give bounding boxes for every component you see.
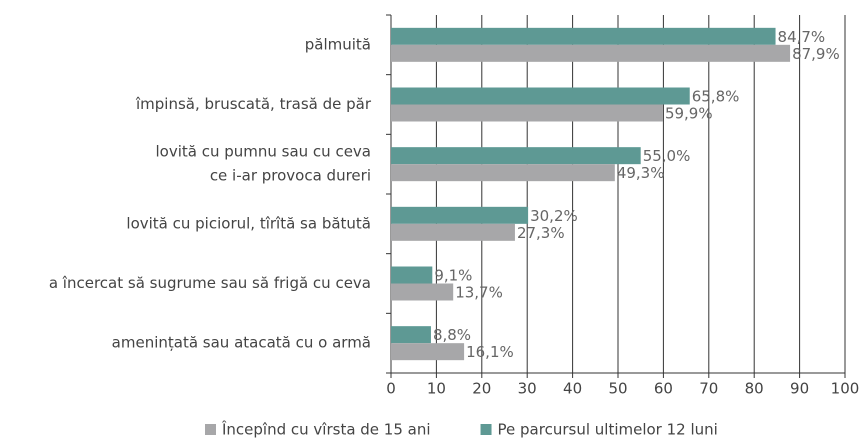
y-tick-label: ce i-ar provoca dureri <box>210 167 371 185</box>
value-label: 65,8% <box>692 88 740 106</box>
legend-label: Începînd cu vîrsta de 15 ani <box>221 420 431 439</box>
bar <box>391 206 529 224</box>
value-label: 84,7% <box>778 28 826 46</box>
value-label: 8,8% <box>433 326 471 344</box>
x-tick-label: 40 <box>563 380 582 398</box>
value-label: 30,2% <box>530 207 578 225</box>
x-tick-label: 100 <box>831 380 860 398</box>
bar <box>391 223 515 241</box>
value-label: 9,1% <box>434 267 472 285</box>
bar <box>391 44 791 62</box>
bar <box>391 343 465 361</box>
y-tick-label: amenințată sau atacată cu o armă <box>112 334 371 352</box>
x-tick-label: 30 <box>518 380 537 398</box>
x-tick-label: 90 <box>790 380 809 398</box>
bar <box>391 164 615 182</box>
value-label: 27,3% <box>517 224 565 242</box>
bar <box>391 266 433 284</box>
bar <box>391 326 431 344</box>
value-label: 16,1% <box>466 343 514 361</box>
legend-swatch <box>205 424 216 435</box>
bar <box>391 27 776 45</box>
bar <box>391 147 641 165</box>
value-label: 13,7% <box>455 284 503 302</box>
legend-swatch <box>480 424 492 435</box>
y-tick-label: lovită cu pumnu sau cu ceva <box>155 143 371 161</box>
value-label: 59,9% <box>665 105 713 123</box>
x-tick-label: 70 <box>699 380 718 398</box>
bar <box>391 283 454 301</box>
value-label: 55,0% <box>643 147 691 165</box>
x-tick-label: 20 <box>472 380 491 398</box>
value-label: 49,3% <box>617 164 665 182</box>
x-tick-label: 60 <box>654 380 673 398</box>
value-label: 87,9% <box>792 45 840 63</box>
x-tick-label: 0 <box>386 380 396 398</box>
y-tick-label: a încercat să sugrume sau să frigă cu ce… <box>49 274 371 292</box>
bar <box>391 87 690 105</box>
x-tick-label: 10 <box>427 380 446 398</box>
y-tick-label: lovită cu piciorul, tîrîtă sa bătută <box>126 214 371 232</box>
y-tick-label: pălmuită <box>305 35 371 53</box>
x-tick-label: 80 <box>745 380 764 398</box>
legend-label: Pe parcursul ultimelor 12 luni <box>498 421 718 439</box>
y-tick-label: împinsă, bruscată, trasă de păr <box>135 95 372 113</box>
x-tick-label: 50 <box>608 380 627 398</box>
bar <box>391 104 663 122</box>
